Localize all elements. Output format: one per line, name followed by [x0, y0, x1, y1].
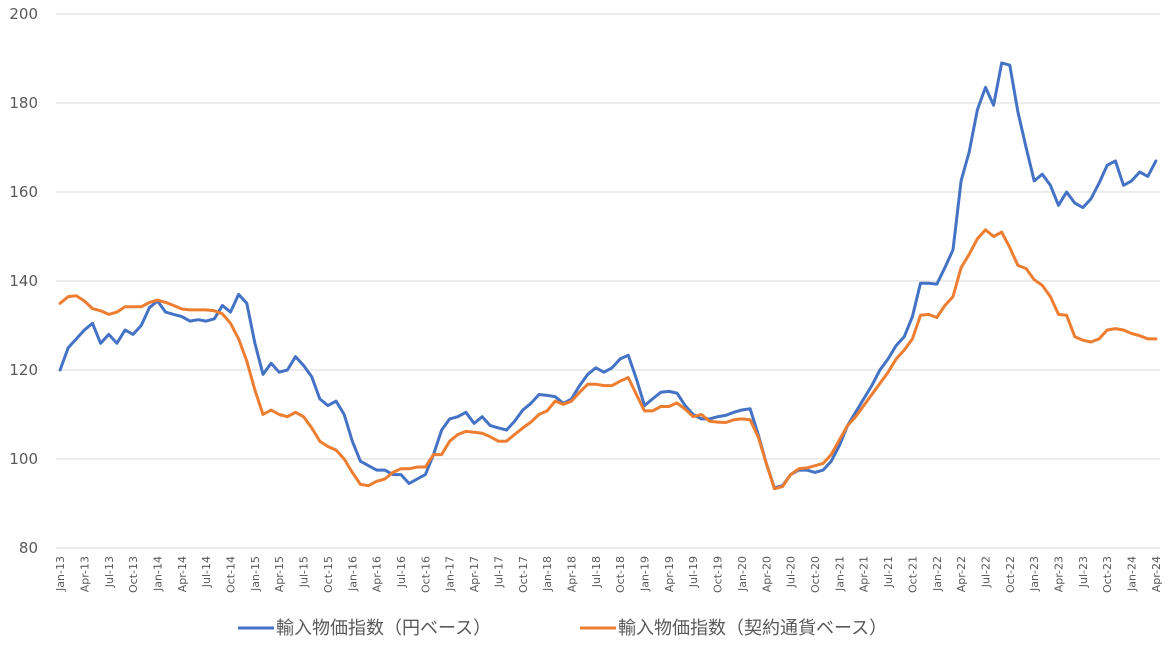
x-tick-label: Apr-22 [955, 556, 968, 592]
legend-label-1: 輸入物価指数（円ベース） [276, 618, 491, 639]
x-tick-label: Apr-18 [565, 556, 578, 592]
x-tick-label: Apr-15 [273, 556, 286, 592]
x-tick-label: Jan-20 [736, 556, 749, 592]
x-tick-label: Jan-23 [1028, 556, 1041, 592]
x-tick-label: Apr-24 [1150, 556, 1163, 592]
x-tick-label: Apr-16 [371, 556, 384, 592]
x-tick-label: Oct-20 [809, 556, 822, 593]
x-tick-label: Jul-16 [395, 556, 408, 588]
x-tick-label: Jul-20 [785, 556, 798, 588]
y-tick-label: 100 [9, 450, 38, 468]
legend-label-2: 輸入物価指数（契約通貨ベース） [618, 618, 887, 639]
x-tick-label: Jul-19 [687, 556, 700, 588]
x-tick-label: Jan-16 [346, 556, 359, 592]
x-tick-label: Jan-21 [833, 556, 846, 592]
x-tick-label: Apr-23 [1053, 556, 1066, 592]
x-tick-label: Oct-13 [127, 556, 140, 593]
y-tick-label: 140 [9, 272, 38, 290]
x-tick-label: Jan-17 [444, 556, 457, 592]
x-tick-label: Jul-23 [1077, 556, 1090, 588]
series-line-1 [58, 61, 1158, 490]
x-tick-label: Jul-17 [492, 556, 505, 588]
legend: 輸入物価指数（円ベース） 輸入物価指数（契約通貨ベース） [238, 618, 887, 639]
x-tick-label: Oct-22 [1004, 556, 1017, 593]
series-line-2 [58, 228, 1158, 491]
x-tick-label: Jul-22 [979, 556, 992, 588]
x-tick-label: Jul-14 [200, 556, 213, 588]
series-lines [58, 61, 1158, 491]
x-tick-label: Jan-24 [1126, 556, 1139, 592]
x-tick-label: Jan-13 [54, 556, 67, 592]
x-tick-label: Oct-21 [906, 556, 919, 593]
y-tick-label: 160 [9, 183, 38, 201]
x-tick-label: Jul-13 [103, 556, 116, 588]
y-axis-tick-labels: 80 100 120 140 160 180 200 [9, 5, 38, 557]
x-tick-label: Oct-17 [517, 556, 530, 593]
x-tick-label: Jul-15 [298, 556, 311, 588]
y-tick-label: 120 [9, 361, 38, 379]
x-tick-label: Jan-18 [541, 556, 554, 592]
x-tick-label: Oct-18 [614, 556, 627, 593]
y-tick-label: 180 [9, 94, 38, 112]
x-tick-label: Oct-14 [225, 556, 238, 593]
x-tick-label: Apr-17 [468, 556, 481, 592]
x-tick-label: Jul-18 [590, 556, 603, 588]
x-tick-label: Jan-14 [151, 556, 164, 592]
x-tick-label: Oct-23 [1101, 556, 1114, 593]
x-tick-label: Jan-22 [931, 556, 944, 592]
x-tick-label: Apr-19 [663, 556, 676, 592]
y-tick-label: 200 [9, 5, 38, 23]
x-tick-label: Jul-21 [882, 556, 895, 588]
x-axis-tick-labels: Jan-13 Apr-13 Jul-13 Oct-13 Jan-14 Apr-14 Jul-… [54, 556, 1163, 593]
x-tick-label: Oct-19 [712, 556, 725, 593]
x-tick-label: Oct-15 [322, 556, 335, 593]
x-tick-label: Oct-16 [419, 556, 432, 593]
x-tick-label: Apr-21 [858, 556, 871, 592]
x-tick-label: Jan-19 [639, 556, 652, 592]
x-tick-label: Jan-15 [249, 556, 262, 592]
y-tick-label: 80 [19, 539, 38, 557]
x-tick-label: Apr-20 [760, 556, 773, 592]
x-tick-label: Apr-13 [78, 556, 91, 592]
x-tick-label: Apr-14 [176, 556, 189, 592]
